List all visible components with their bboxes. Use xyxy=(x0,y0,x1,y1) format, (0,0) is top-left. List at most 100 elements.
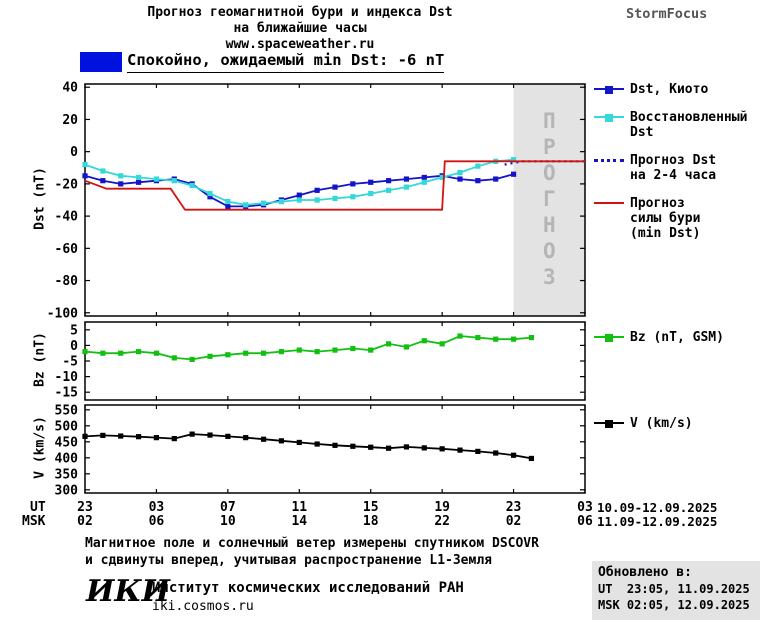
marker xyxy=(118,181,124,187)
marker xyxy=(385,187,392,193)
y-tick-label: 400 xyxy=(55,451,79,466)
bz-legend: Bz (nT, GSM) xyxy=(594,330,724,345)
marker xyxy=(260,436,267,442)
chart-title-block: Прогноз геомагнитной бури и индекса Dst … xyxy=(30,5,570,53)
marker xyxy=(153,435,160,441)
marker xyxy=(475,448,481,454)
marker xyxy=(350,443,356,449)
marker xyxy=(189,356,195,363)
marker xyxy=(368,444,374,450)
marker xyxy=(510,171,517,177)
x-tick-label: 15 xyxy=(362,500,379,515)
ut-date-range: 10.09-12.09.2025 xyxy=(597,500,718,515)
x-tick-label: 23 xyxy=(505,500,522,515)
x-tick-label: 22 xyxy=(434,514,450,529)
y-tick-label: 40 xyxy=(62,81,78,96)
marker xyxy=(421,179,427,185)
marker xyxy=(225,199,231,205)
updated-info-box: Обновлено в: UT 23:05, 11.09.2025 MSK 02… xyxy=(592,561,760,620)
marker xyxy=(153,350,160,356)
marker xyxy=(189,431,195,437)
marker xyxy=(207,194,213,200)
marker xyxy=(135,434,142,440)
marker xyxy=(118,350,124,356)
quiet-status-text: Спокойно, ожидаемый min Dst: -6 nT xyxy=(127,51,445,73)
storm-forecast-swatch-icon xyxy=(594,196,624,211)
marker xyxy=(493,336,499,342)
marker xyxy=(510,452,517,458)
marker xyxy=(350,194,356,200)
legend-label-storm-forecast: Прогноз силы бури (min Dst) xyxy=(630,196,701,241)
panel-frame-bz xyxy=(84,321,586,401)
series-v xyxy=(84,433,532,460)
x-tick-label: 06 xyxy=(577,514,593,529)
dst-kyoto-swatch-icon xyxy=(594,82,624,97)
legend-item-storm-forecast: Прогноз силы бури (min Dst) xyxy=(594,196,760,241)
panel-frame-dst xyxy=(84,83,586,317)
updated-label: Обновлено в: xyxy=(598,565,692,580)
y-tick-label: 20 xyxy=(62,113,78,128)
y-tick-label: -60 xyxy=(55,242,79,257)
marker xyxy=(493,450,499,456)
updated-msk-line: MSK 02:05, 12.09.2025 xyxy=(598,598,750,612)
marker xyxy=(457,176,463,182)
marker xyxy=(82,349,88,355)
legend-item-dst-kyoto: Dst, Киото xyxy=(594,82,760,97)
y-tick-label: 0 xyxy=(70,339,78,354)
marker xyxy=(314,349,320,355)
v-swatch-icon xyxy=(594,416,624,431)
marker xyxy=(457,447,463,453)
x-tick-label: 19 xyxy=(434,500,450,515)
marker xyxy=(100,350,106,356)
v-axis-label: V (km/s) xyxy=(32,416,48,479)
marker xyxy=(332,184,338,190)
quiet-status-color-box xyxy=(80,52,122,72)
y-tick-label: -10 xyxy=(55,370,79,385)
marker xyxy=(421,445,427,451)
legend-item-dst-forecast: Прогноз Dst на 2-4 часа xyxy=(594,153,760,183)
y-tick-label: 450 xyxy=(55,435,79,450)
marker xyxy=(296,192,302,198)
y-tick-label: -20 xyxy=(55,177,79,192)
y-tick-label: -5 xyxy=(62,355,78,370)
legend-label-dst-kyoto: Dst, Киото xyxy=(630,82,709,97)
marker xyxy=(350,345,356,352)
x-tick-label: 06 xyxy=(148,514,165,529)
marker xyxy=(403,184,410,190)
x-tick-label: 03 xyxy=(577,500,593,515)
msk-date-range: 11.09-12.09.2025 xyxy=(597,514,718,529)
x-tick-label: 07 xyxy=(220,500,236,515)
brand-label: StormFocus xyxy=(626,6,708,22)
y-tick-label: 350 xyxy=(55,467,79,482)
x-tick-label: 10 xyxy=(220,514,236,529)
marker xyxy=(260,350,267,356)
marker xyxy=(278,438,285,444)
legend-label-dst-restored: Восстановленный Dst xyxy=(630,110,748,140)
x-axis-msk-row: 02 06 10 14 18 22 02 06 xyxy=(0,514,760,529)
marker xyxy=(296,347,302,353)
y-tick-label: 300 xyxy=(55,483,79,498)
marker xyxy=(421,338,427,344)
marker xyxy=(475,335,481,341)
title-line1: Прогноз геомагнитной бури и индекса Dst xyxy=(147,5,453,20)
marker xyxy=(243,202,249,208)
marker xyxy=(171,355,177,361)
x-tick-label: 18 xyxy=(362,514,379,529)
marker xyxy=(368,179,374,185)
marker xyxy=(82,173,88,179)
marker xyxy=(100,432,106,438)
y-tick-label: 550 xyxy=(55,403,79,418)
marker xyxy=(475,178,481,184)
marker xyxy=(475,163,481,169)
marker xyxy=(118,433,124,439)
marker xyxy=(171,178,177,184)
spaceweather-site-link: www.spaceweather.ru xyxy=(225,37,375,52)
iki-logo: ИКИ xyxy=(86,574,170,609)
marker xyxy=(528,335,535,341)
marker xyxy=(510,157,517,163)
panel-frame-v xyxy=(84,404,586,494)
marker xyxy=(421,174,427,181)
